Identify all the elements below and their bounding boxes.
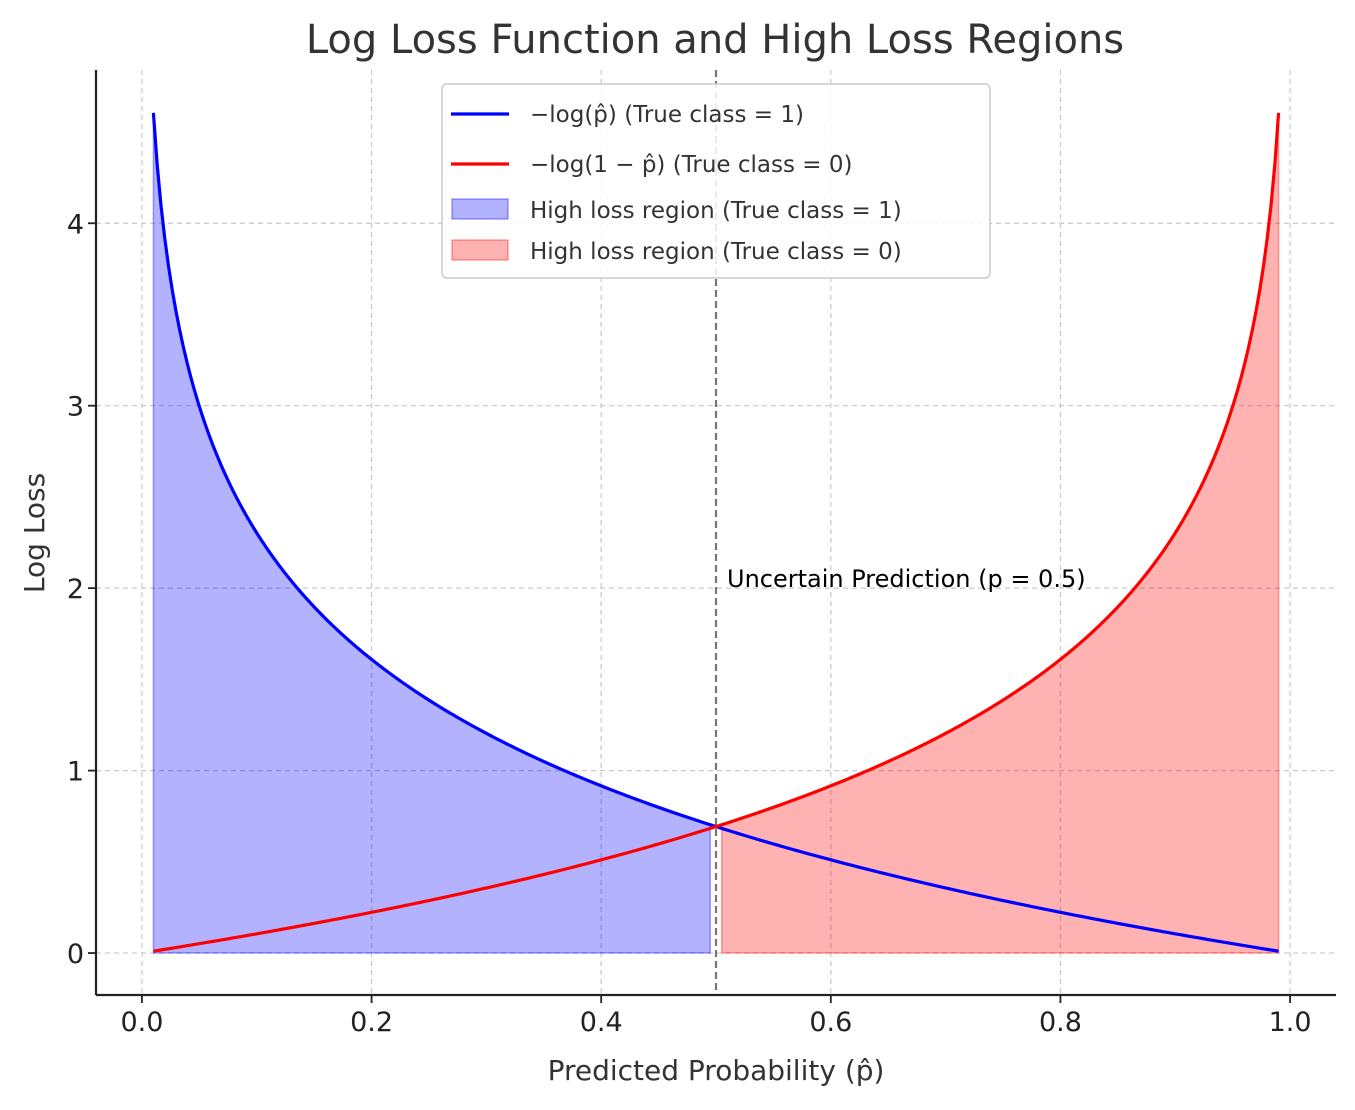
y-tick-label-0: 0 bbox=[67, 939, 84, 970]
x-axis-label: Predicted Probability (p̂) bbox=[548, 1054, 885, 1087]
x-tick-label-0: 0.0 bbox=[120, 1007, 163, 1038]
y-axis-label: Log Loss bbox=[18, 473, 51, 593]
x-tick-label-4: 0.8 bbox=[1039, 1007, 1082, 1038]
y-tick-label-1: 1 bbox=[67, 757, 84, 788]
series-line-2 bbox=[153, 112, 1281, 953]
legend-label-series-2: −log(1 − p̂) (True class = 0) bbox=[530, 152, 852, 178]
legend-label-region-1: High loss region (True class = 1) bbox=[530, 198, 902, 224]
legend-swatch-region-1 bbox=[451, 198, 509, 220]
x-ticks: 0.0 0.2 0.4 0.6 0.8 1.0 bbox=[120, 995, 1312, 1038]
chart-title: Log Loss Function and High Loss Regions bbox=[306, 17, 1124, 63]
legend-label-series-1: −log(p̂) (True class = 1) bbox=[530, 102, 804, 128]
legend-swatch-region-2 bbox=[451, 239, 509, 261]
x-tick-label-5: 1.0 bbox=[1269, 1007, 1312, 1038]
series-lines bbox=[151, 112, 1281, 953]
y-tick-label-3: 3 bbox=[67, 392, 84, 423]
x-tick-label-2: 0.4 bbox=[580, 1007, 623, 1038]
y-tick-label-2: 2 bbox=[67, 574, 84, 605]
x-tick-label-3: 0.6 bbox=[809, 1007, 852, 1038]
y-tick-label-4: 4 bbox=[67, 209, 84, 240]
x-tick-label-1: 0.2 bbox=[350, 1007, 393, 1038]
y-ticks: 0 1 2 3 4 bbox=[67, 209, 96, 970]
legend-label-region-2: High loss region (True class = 0) bbox=[530, 239, 902, 265]
annotation-uncertain-prediction: Uncertain Prediction (p = 0.5) bbox=[727, 565, 1086, 593]
legend-box bbox=[441, 83, 991, 279]
legend: −log(p̂) (True class = 1) −log(1 − p̂) (… bbox=[441, 83, 991, 279]
